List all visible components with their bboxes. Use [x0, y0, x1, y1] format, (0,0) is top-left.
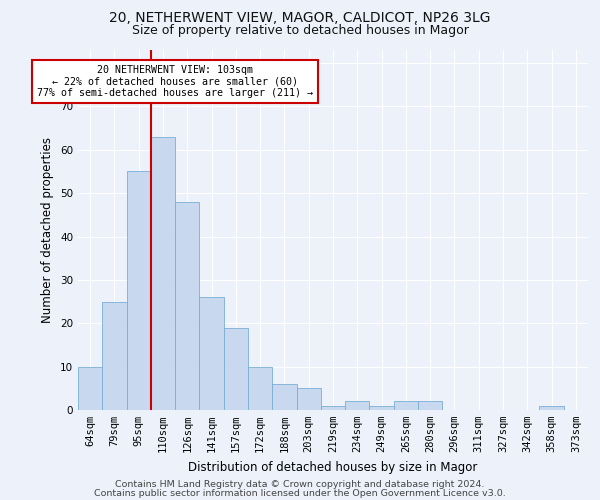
Text: 20 NETHERWENT VIEW: 103sqm
← 22% of detached houses are smaller (60)
77% of semi: 20 NETHERWENT VIEW: 103sqm ← 22% of deta…	[37, 65, 313, 98]
X-axis label: Distribution of detached houses by size in Magor: Distribution of detached houses by size …	[188, 460, 478, 473]
Bar	[127, 172, 151, 410]
Text: Contains public sector information licensed under the Open Government Licence v3: Contains public sector information licen…	[94, 489, 506, 498]
Bar	[272, 384, 296, 410]
Bar	[539, 406, 564, 410]
Bar	[370, 406, 394, 410]
Y-axis label: Number of detached properties: Number of detached properties	[41, 137, 55, 323]
Text: 20, NETHERWENT VIEW, MAGOR, CALDICOT, NP26 3LG: 20, NETHERWENT VIEW, MAGOR, CALDICOT, NP…	[109, 11, 491, 25]
Text: Contains HM Land Registry data © Crown copyright and database right 2024.: Contains HM Land Registry data © Crown c…	[115, 480, 485, 489]
Bar	[175, 202, 199, 410]
Bar	[394, 402, 418, 410]
Bar	[102, 302, 127, 410]
Bar	[199, 297, 224, 410]
Bar	[78, 366, 102, 410]
Bar	[224, 328, 248, 410]
Bar	[151, 136, 175, 410]
Bar	[321, 406, 345, 410]
Bar	[296, 388, 321, 410]
Text: Size of property relative to detached houses in Magor: Size of property relative to detached ho…	[131, 24, 469, 37]
Bar	[345, 402, 370, 410]
Bar	[248, 366, 272, 410]
Bar	[418, 402, 442, 410]
